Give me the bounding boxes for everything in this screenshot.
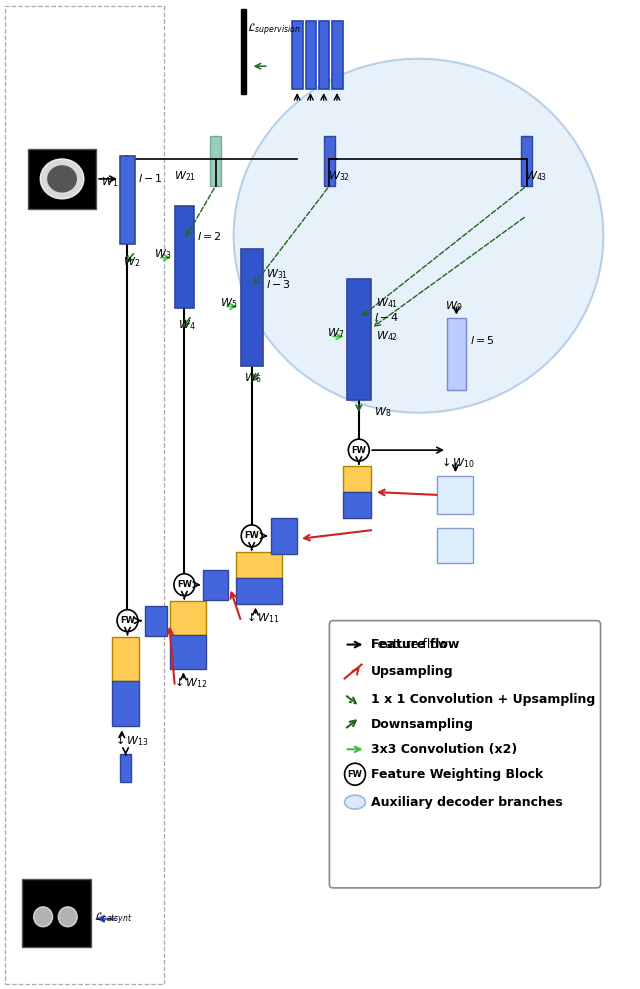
Bar bbox=[28, 149, 96, 209]
Bar bbox=[438, 476, 474, 514]
Text: $l=5$: $l=5$ bbox=[470, 334, 495, 346]
Bar bbox=[22, 879, 90, 946]
Bar bbox=[241, 9, 246, 94]
Text: $W_{43}$: $W_{43}$ bbox=[525, 169, 547, 183]
Bar bbox=[271, 518, 297, 554]
Text: $l-1$: $l-1$ bbox=[138, 172, 163, 184]
Text: $W_6$: $W_6$ bbox=[244, 372, 262, 386]
Circle shape bbox=[348, 439, 369, 461]
Text: Downsampling: Downsampling bbox=[371, 718, 474, 731]
Text: 1 x 1 Convolution + Upsampling: 1 x 1 Convolution + Upsampling bbox=[371, 693, 595, 706]
Bar bbox=[175, 206, 194, 308]
Bar bbox=[120, 156, 135, 243]
Bar bbox=[5, 6, 164, 984]
Bar bbox=[210, 136, 221, 186]
Circle shape bbox=[174, 574, 195, 595]
Text: FW: FW bbox=[120, 616, 135, 625]
Bar bbox=[292, 22, 303, 89]
Bar bbox=[237, 552, 282, 578]
Circle shape bbox=[344, 764, 365, 785]
Text: Feature flow: Feature flow bbox=[371, 638, 460, 651]
Bar bbox=[438, 528, 474, 563]
Bar bbox=[112, 637, 139, 681]
Circle shape bbox=[117, 609, 138, 632]
Bar bbox=[324, 136, 335, 186]
Text: $\downarrow W_{12}$: $\downarrow W_{12}$ bbox=[172, 675, 208, 690]
Text: $\downarrow W_{13}$: $\downarrow W_{13}$ bbox=[113, 733, 149, 748]
FancyBboxPatch shape bbox=[330, 621, 600, 888]
Text: $W_3$: $W_3$ bbox=[154, 247, 172, 260]
Text: $W_{42}$: $W_{42}$ bbox=[376, 329, 398, 343]
Text: $\downarrow W_{11}$: $\downarrow W_{11}$ bbox=[244, 610, 280, 625]
Bar bbox=[306, 22, 316, 89]
Ellipse shape bbox=[344, 795, 365, 809]
Text: $W_4$: $W_4$ bbox=[178, 318, 195, 332]
Text: 3x3 Convolution (x2): 3x3 Convolution (x2) bbox=[371, 743, 517, 756]
Text: FW: FW bbox=[244, 531, 259, 540]
Ellipse shape bbox=[40, 159, 84, 199]
Text: $W_8$: $W_8$ bbox=[374, 405, 391, 419]
Bar bbox=[348, 279, 371, 401]
Text: $W_{31}$: $W_{31}$ bbox=[266, 267, 288, 281]
Bar bbox=[447, 318, 466, 391]
Bar bbox=[342, 466, 371, 492]
Text: $\mathcal{L}_{catsynt}$: $\mathcal{L}_{catsynt}$ bbox=[94, 911, 133, 927]
Text: $W_{21}$: $W_{21}$ bbox=[174, 169, 196, 183]
Text: Upsampling: Upsampling bbox=[371, 665, 454, 678]
Ellipse shape bbox=[48, 166, 76, 192]
Text: $W_9$: $W_9$ bbox=[445, 300, 463, 314]
Text: Auxiliary decoder branches: Auxiliary decoder branches bbox=[371, 795, 563, 809]
Text: $W_1$: $W_1$ bbox=[101, 175, 118, 189]
Bar bbox=[120, 755, 131, 782]
Bar bbox=[145, 605, 167, 636]
Text: $W_{41}$: $W_{41}$ bbox=[376, 297, 398, 311]
Bar bbox=[319, 22, 330, 89]
Text: $W_2$: $W_2$ bbox=[123, 255, 140, 269]
Text: $l=2$: $l=2$ bbox=[196, 229, 221, 241]
Bar bbox=[112, 681, 139, 726]
Circle shape bbox=[34, 907, 52, 927]
Bar bbox=[521, 136, 532, 186]
Text: FW: FW bbox=[348, 769, 362, 778]
Text: $W_7$: $W_7$ bbox=[326, 326, 344, 340]
Bar bbox=[237, 578, 282, 603]
Text: FW: FW bbox=[177, 581, 192, 589]
Text: FW: FW bbox=[351, 446, 366, 455]
Text: Feature Weighting Block: Feature Weighting Block bbox=[371, 767, 543, 780]
Bar bbox=[241, 248, 263, 366]
Text: $l-3$: $l-3$ bbox=[266, 278, 291, 290]
Text: $l-4$: $l-4$ bbox=[374, 311, 399, 322]
Bar bbox=[332, 22, 342, 89]
Text: $\downarrow W_{10}$: $\downarrow W_{10}$ bbox=[440, 456, 476, 471]
Text: $W_5$: $W_5$ bbox=[220, 297, 237, 311]
Bar bbox=[170, 600, 206, 635]
Text: $\mathcal{L}_{supervision}$: $\mathcal{L}_{supervision}$ bbox=[247, 21, 301, 38]
Text: $W_{32}$: $W_{32}$ bbox=[328, 169, 349, 183]
Circle shape bbox=[58, 907, 77, 927]
Bar bbox=[204, 570, 228, 599]
Text: Feature flow: Feature flow bbox=[371, 638, 449, 651]
Circle shape bbox=[241, 525, 262, 547]
Ellipse shape bbox=[234, 58, 604, 412]
Bar bbox=[342, 492, 371, 518]
Bar bbox=[170, 635, 206, 669]
